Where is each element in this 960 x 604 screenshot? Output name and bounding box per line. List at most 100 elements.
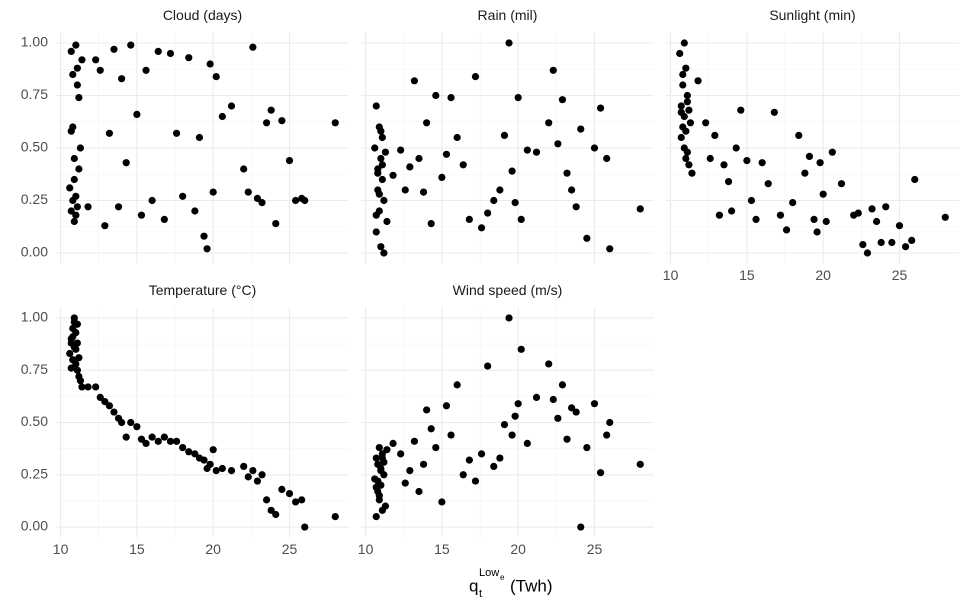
point (837, 180, 846, 188)
point (442, 402, 451, 410)
point (78, 56, 86, 64)
point (76, 377, 85, 385)
point (331, 512, 339, 521)
point (291, 196, 300, 205)
point (688, 169, 696, 177)
point (577, 125, 585, 133)
x-axis-title-sup-sub: e (500, 573, 505, 582)
point (415, 487, 423, 496)
point (728, 207, 736, 215)
point (471, 477, 480, 485)
point (101, 222, 109, 230)
point (101, 397, 109, 406)
point (380, 249, 388, 257)
x-tick-label: 25 (892, 267, 908, 283)
point (278, 117, 286, 125)
x-tick-label: 20 (205, 541, 221, 557)
x-axis-title-unit: (Twh) (510, 576, 553, 595)
point (154, 437, 162, 445)
point (378, 161, 386, 169)
point (720, 161, 728, 169)
point (218, 112, 226, 121)
point (372, 211, 380, 219)
point (679, 70, 687, 79)
point (73, 339, 81, 347)
point (737, 106, 745, 114)
point (732, 144, 740, 152)
point (676, 49, 684, 58)
point (166, 437, 175, 445)
point (267, 506, 275, 514)
point (484, 209, 492, 217)
point (96, 66, 104, 74)
point (682, 64, 690, 72)
point (447, 94, 455, 102)
point (227, 466, 236, 475)
point (606, 245, 614, 253)
point (822, 217, 830, 226)
point (747, 196, 756, 205)
facet-title: Cloud (days) (163, 7, 242, 23)
point (558, 381, 567, 389)
point (375, 492, 383, 500)
y-tick-label: 0.25 (21, 465, 48, 481)
point (677, 133, 685, 142)
point (477, 450, 486, 458)
point (447, 431, 455, 439)
point (378, 454, 386, 462)
point (563, 435, 571, 443)
point (331, 119, 339, 127)
point (258, 199, 266, 207)
x-tick-label: 25 (587, 541, 603, 557)
point (782, 226, 791, 234)
point (84, 383, 92, 391)
point (677, 108, 685, 116)
point (66, 184, 74, 192)
point (212, 466, 220, 475)
point (72, 41, 80, 49)
facet-title: Wind speed (m/s) (453, 282, 563, 298)
point (240, 165, 248, 173)
point (432, 91, 440, 100)
point (490, 196, 498, 205)
point (868, 205, 876, 213)
point (253, 477, 262, 485)
point (410, 77, 419, 85)
point (67, 339, 75, 347)
point (789, 199, 797, 207)
point (160, 433, 168, 441)
point (816, 159, 824, 167)
point (517, 345, 525, 353)
point (78, 383, 86, 391)
point (397, 450, 405, 458)
point (380, 471, 388, 479)
point (406, 163, 414, 171)
point (142, 439, 150, 448)
point (200, 456, 208, 464)
point (410, 437, 419, 445)
point (685, 161, 693, 169)
point (572, 203, 580, 211)
point (118, 418, 126, 427)
point (702, 119, 710, 127)
point (715, 211, 724, 219)
point (285, 489, 294, 498)
point (142, 66, 150, 74)
point (154, 47, 162, 56)
point (523, 439, 531, 448)
point (685, 106, 693, 114)
point (500, 131, 509, 139)
x-tick-label: 20 (510, 541, 526, 557)
point (301, 196, 309, 205)
point (801, 169, 809, 177)
point (683, 91, 691, 100)
point (545, 360, 553, 368)
point (375, 190, 383, 198)
point (84, 203, 92, 211)
point (563, 169, 571, 177)
point (406, 466, 414, 475)
point (380, 196, 388, 205)
point (371, 144, 379, 152)
point (941, 213, 949, 221)
point (496, 454, 504, 462)
